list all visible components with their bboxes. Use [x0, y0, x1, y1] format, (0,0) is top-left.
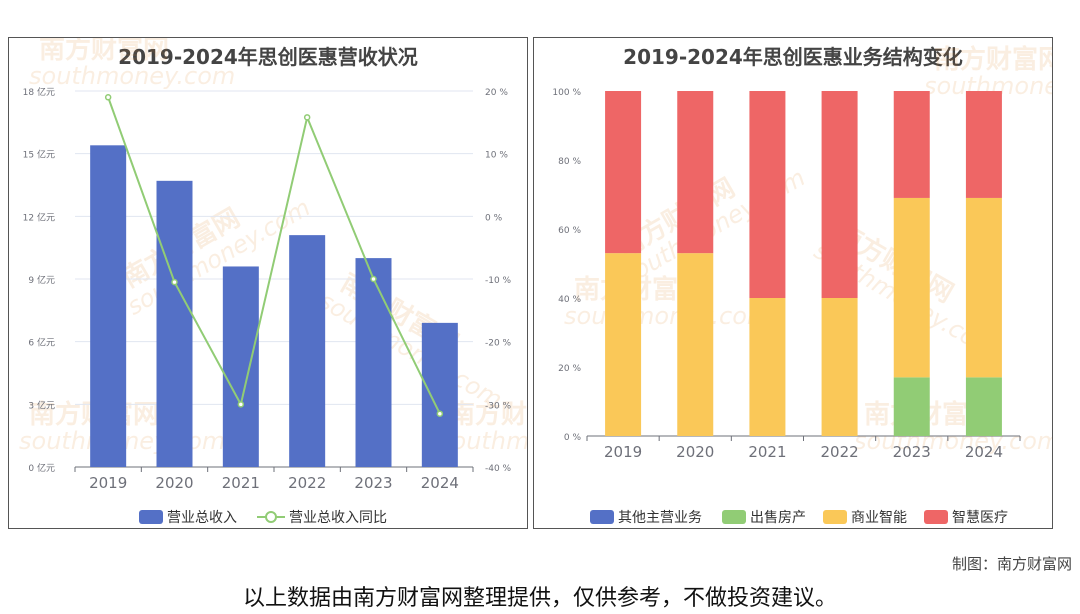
watermark-en: southmoney.com [29, 62, 235, 90]
structure-chart-svg: 南方财富网southmoney.com南方财富网southmoney.com南方… [552, 44, 1052, 526]
x-tick-label: 2019 [89, 474, 127, 492]
yoy-point-2020 [171, 278, 178, 286]
y-tick-label: 0 % [564, 433, 582, 443]
x-tick-label: 2022 [288, 474, 326, 492]
bar-revenue-2023 [355, 258, 392, 467]
x-tick-label: 2024 [421, 474, 459, 492]
legend-swatch-revenue [139, 510, 163, 524]
bar-segment-2020-2 [677, 253, 714, 436]
legend-swatch-0 [590, 510, 614, 524]
x-tick-label: 2024 [965, 443, 1003, 461]
y-left-tick-label: 9 亿元 [28, 274, 55, 286]
x-tick-label: 2020 [155, 474, 193, 492]
y-left-tick-label: 15 亿元 [23, 149, 55, 161]
bar-segment-2019-2 [605, 253, 642, 436]
revenue-chart-svg: 南方财富网southmoney.com南方财富网southmoney.com南方… [19, 38, 527, 526]
bar-segment-2023-1 [893, 377, 930, 436]
legend-label-0: 其他主营业务 [618, 510, 702, 526]
chart-credit: 制图：南方财富网 [951, 555, 1072, 573]
watermark-cn: 南方财富网 [39, 38, 169, 65]
y-tick-label: 60 % [558, 226, 581, 236]
bar-segment-2022-2 [821, 298, 858, 436]
bar-segment-2020-3 [677, 91, 714, 254]
yoy-point-2024 [436, 410, 444, 417]
y-right-tick-label: -40 % [485, 464, 512, 474]
revenue-chart-title: 2019-2024年思创医惠营收状况 [118, 45, 418, 69]
y-right-tick-label: -20 % [485, 339, 512, 349]
y-right-tick-label: 10 % [485, 151, 508, 161]
bar-segment-2024-1 [965, 377, 1002, 436]
legend-swatch-3 [924, 510, 948, 524]
disclaimer-text: 以上数据由南方财富网整理提供，仅供参考，不做投资建议。 [242, 586, 837, 611]
legend-marker-yoy [265, 511, 277, 523]
y-right-tick-label: 20 % [485, 88, 508, 98]
watermark-en: southmoney.com [564, 302, 770, 330]
watermark-en: southmoney.com [854, 427, 1052, 455]
legend-label-3: 智慧医疗 [952, 510, 1008, 526]
yoy-line [107, 96, 441, 415]
y-left-tick-label: 6 亿元 [28, 337, 55, 349]
y-left-tick-label: 18 亿元 [23, 86, 55, 98]
yoy-point-2023 [370, 275, 377, 283]
y-tick-label: 20 % [558, 364, 581, 374]
x-tick-label: 2019 [604, 443, 642, 461]
bar-revenue-2019 [90, 145, 127, 468]
bar-revenue-2020 [156, 180, 193, 468]
x-tick-label: 2023 [354, 474, 392, 492]
x-tick-label: 2023 [893, 443, 931, 461]
legend-label-2: 商业智能 [851, 510, 907, 526]
y-left-tick-label: 12 亿元 [23, 211, 55, 223]
y-right-tick-label: -30 % [485, 401, 512, 411]
bar-segment-2023-2 [893, 197, 930, 378]
x-tick-label: 2022 [820, 443, 858, 461]
bar-segment-2024-2 [965, 197, 1002, 378]
legend-label-yoy: 营业总收入同比 [289, 510, 387, 526]
y-right-tick-label: -10 % [485, 276, 512, 286]
x-tick-label: 2021 [748, 443, 786, 461]
yoy-point-2019 [104, 94, 112, 101]
bar-revenue-2022 [289, 235, 326, 467]
bar-revenue-2021 [222, 266, 259, 467]
bar-segment-2021-2 [749, 298, 786, 436]
watermark-cn: 南方财富网 [934, 44, 1052, 75]
bar-segment-2024-3 [965, 91, 1002, 198]
y-right-tick-label: 0 % [485, 213, 503, 223]
bar-segment-2021-3 [749, 91, 786, 298]
x-tick-label: 2021 [222, 474, 260, 492]
yoy-point-2021 [237, 401, 245, 408]
bar-segment-2019-3 [605, 91, 642, 254]
yoy-point-2022 [303, 114, 311, 121]
y-tick-label: 40 % [558, 295, 581, 305]
legend-label-1: 出售房产 [750, 510, 806, 526]
legend-swatch-1 [722, 510, 746, 524]
structure-chart-title: 2019-2024年思创医惠业务结构变化 [623, 45, 963, 69]
structure-chart-panel: 2019-2024年思创医惠业务结构变化 南方财富网southmoney.com… [533, 37, 1053, 529]
revenue-chart-panel: 2019-2024年思创医惠营收状况 南方财富网southmoney.com南方… [8, 37, 528, 529]
bar-revenue-2024 [421, 322, 458, 467]
y-tick-label: 100 % [552, 88, 581, 98]
y-left-tick-label: 0 亿元 [28, 462, 55, 474]
bar-segment-2023-3 [893, 91, 930, 198]
y-left-tick-label: 3 亿元 [28, 399, 55, 411]
bar-segment-2022-3 [821, 91, 858, 298]
y-tick-label: 80 % [558, 157, 581, 167]
legend-label-revenue: 营业总收入 [167, 510, 237, 526]
x-tick-label: 2020 [676, 443, 714, 461]
legend-swatch-2 [823, 510, 847, 524]
